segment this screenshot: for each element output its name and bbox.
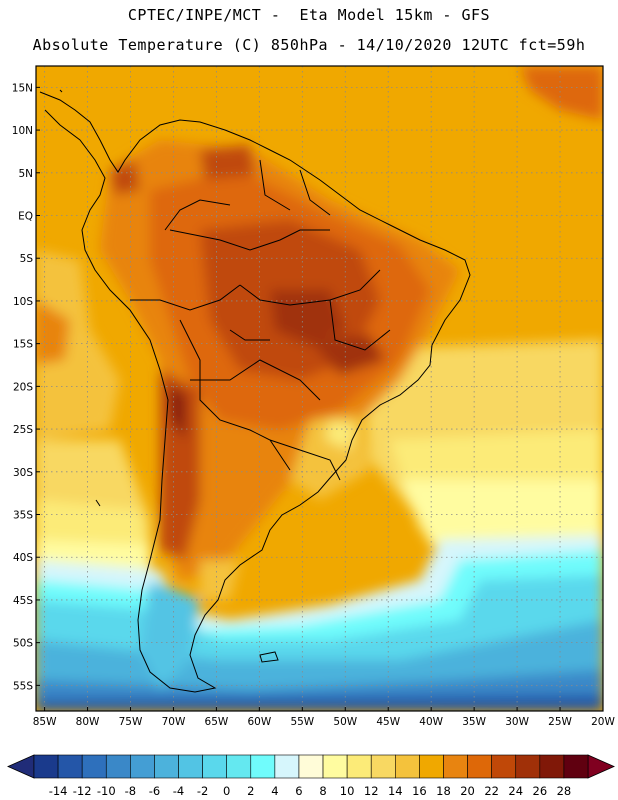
colorbar-under-arrow [7, 754, 35, 779]
colorbar-label: 14 [388, 784, 403, 798]
colorbar-label: 22 [484, 784, 499, 798]
colorbar-label: 24 [508, 784, 523, 798]
colorbar-swatch [226, 754, 252, 779]
colorbar-label: 16 [412, 784, 427, 798]
colorbar-swatch [298, 754, 324, 779]
lon-tick-label: 25W [548, 716, 572, 728]
lat-tick-label: 25S [13, 424, 33, 436]
lon-tick-label: 40W [419, 716, 443, 728]
lon-tick-label: 20W [591, 716, 615, 728]
colorbar-label: 12 [364, 784, 379, 798]
lon-tick-label: 50W [333, 716, 357, 728]
colorbar-swatch [274, 754, 300, 779]
colorbar-swatch [130, 754, 155, 779]
colorbar-swatch [419, 754, 444, 779]
colorbar-label: 28 [557, 784, 572, 798]
lat-tick-label: 50S [13, 638, 33, 650]
colorbar-label: -6 [149, 784, 160, 798]
map-field [36, 66, 603, 711]
lon-tick-label: 55W [290, 716, 314, 728]
colorbar-label: -12 [73, 784, 92, 798]
colorbar-swatch [395, 754, 420, 779]
colorbar-swatch [346, 754, 372, 779]
coastlines [39, 89, 471, 693]
lat-tick-label: 45S [13, 595, 33, 607]
lat-tick-label: 35S [13, 510, 33, 522]
lon-tick-label: 35W [462, 716, 486, 728]
lon-tick-label: 45W [376, 716, 400, 728]
colorbar-swatch [57, 754, 83, 779]
colorbar-swatch [491, 754, 517, 779]
lon-tick-label: 65W [205, 716, 229, 728]
lon-tick-label: 70W [162, 716, 186, 728]
lon-tick-label: 60W [247, 716, 271, 728]
lat-tick-label: 5S [20, 253, 34, 265]
colorbar-swatch [443, 754, 468, 779]
colorbar-label: -10 [97, 784, 116, 798]
colorbar-label: -14 [49, 784, 68, 798]
colorbar-over-arrow [587, 754, 615, 779]
colorbar-label: 8 [319, 784, 326, 798]
colorbar: -14 -12 -10 -8 -6 -4 -2 0 2 4 6 8 10 12 14 16 18 20 22 24 26… [7, 754, 615, 798]
longitude-axis: 85W 80W 75W 70W 65W 60W 55W 50W 45W 40W 35W 30W 25W 2… [33, 707, 615, 728]
colorbar-swatch [250, 754, 276, 779]
lat-tick-label: 20S [13, 381, 33, 393]
lon-tick-label: 85W [33, 716, 57, 728]
lat-tick-label: 15N [12, 82, 33, 94]
lat-tick-label: 10N [12, 125, 33, 137]
chart-subtitle: Absolute Temperature (C) 850hPa - 14/10/… [32, 36, 586, 54]
lon-tick-label: 75W [119, 716, 143, 728]
lat-tick-label: 55S [13, 680, 33, 692]
colorbar-label: 4 [271, 784, 278, 798]
colorbar-label: -4 [173, 784, 184, 798]
colorbar-label: 10 [340, 784, 355, 798]
colorbar-label: 6 [295, 784, 302, 798]
colorbar-swatch [467, 754, 492, 779]
colorbar-swatch [515, 754, 541, 779]
lat-tick-label: EQ [18, 211, 33, 223]
colorbar-label: 20 [460, 784, 475, 798]
lat-tick-label: 5N [18, 168, 33, 180]
colorbar-swatch [178, 754, 203, 779]
colorbar-label: -2 [197, 784, 208, 798]
colorbar-swatch [154, 754, 179, 779]
chart-title: CPTEC/INPE/MCT - Eta Model 15km - GFS [127, 6, 491, 24]
colorbar-swatch [33, 754, 59, 779]
lon-tick-label: 80W [76, 716, 100, 728]
colorbar-label: 18 [436, 784, 451, 798]
lat-tick-label: 15S [13, 339, 33, 351]
colorbar-swatch [202, 754, 227, 779]
colorbar-label: 2 [247, 784, 254, 798]
lat-tick-label: 10S [13, 296, 33, 308]
colorbar-swatch [322, 754, 348, 779]
latitude-axis: 15N 10N 5N EQ 5S 10S 15S 20S 25S 30S 35S 40S 45S 50S 5… [12, 82, 40, 692]
colorbar-swatch [81, 754, 107, 779]
map-frame [35, 65, 604, 712]
colorbar-label: 0 [223, 784, 230, 798]
lat-tick-label: 30S [13, 467, 33, 479]
colorbar-label: 26 [533, 784, 548, 798]
colorbar-swatch [370, 754, 396, 779]
colorbar-swatch [563, 754, 589, 779]
colorbar-swatch [105, 754, 131, 779]
colorbar-swatch [539, 754, 565, 779]
lat-tick-label: 40S [13, 552, 33, 564]
lon-tick-label: 30W [505, 716, 529, 728]
colorbar-label: -8 [125, 784, 136, 798]
